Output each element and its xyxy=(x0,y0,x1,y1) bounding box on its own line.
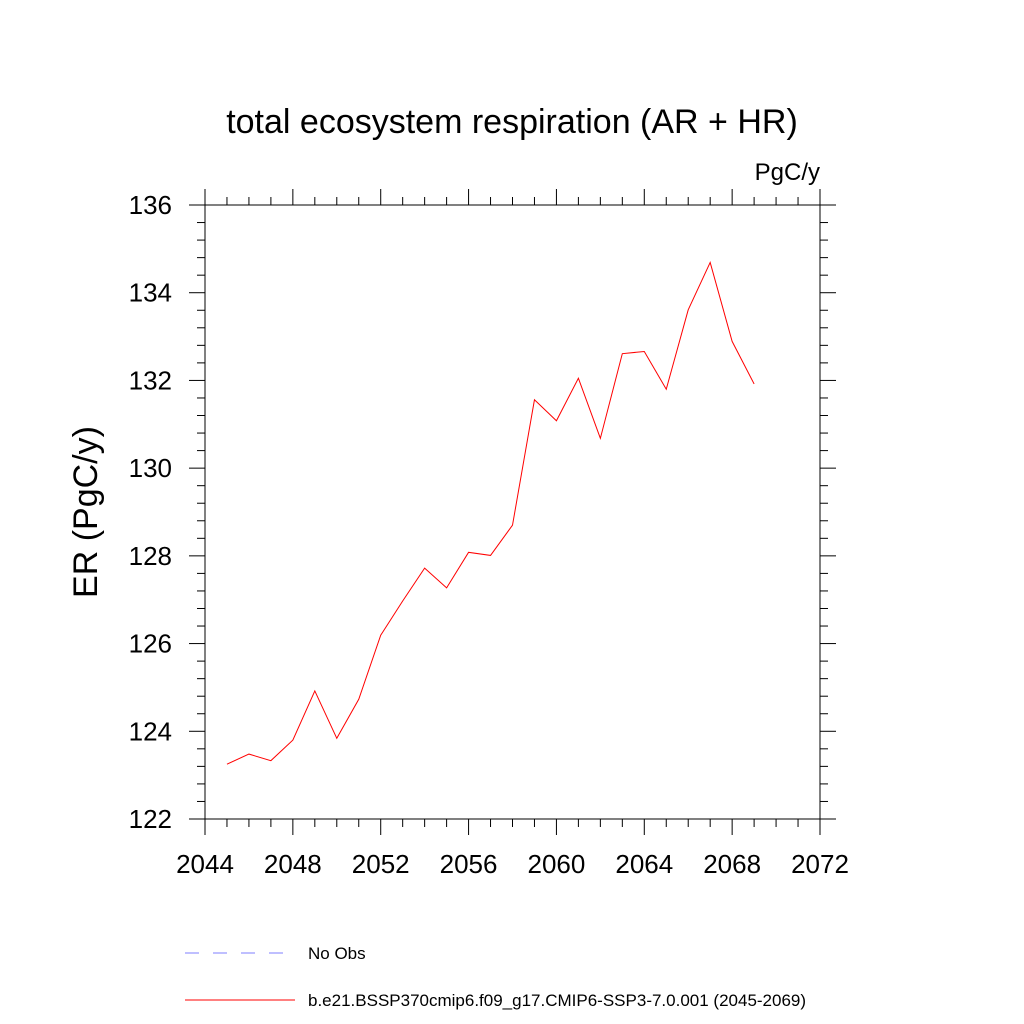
plot-frame xyxy=(204,204,821,820)
y-tick-label: 124 xyxy=(129,716,172,746)
legend-label-series: b.e21.BSSP370cmip6.f09_g17.CMIP6-SSP3-7.… xyxy=(308,991,806,1010)
x-tick-label: 2072 xyxy=(791,849,849,879)
y-tick-label: 136 xyxy=(129,190,172,220)
x-tick-label: 2056 xyxy=(440,849,498,879)
legend: No Obs b.e21.BSSP370cmip6.f09_g17.CMIP6-… xyxy=(185,944,806,1010)
y-tick-label: 132 xyxy=(129,365,172,395)
x-tick-label: 2044 xyxy=(176,849,234,879)
y-tick-label: 134 xyxy=(129,278,172,308)
x-axis-ticks xyxy=(204,189,821,835)
y-axis-ticks xyxy=(189,204,836,820)
y-tick-label: 128 xyxy=(129,541,172,571)
y-tick-label: 130 xyxy=(129,453,172,483)
y-axis-labels: 122 124 126 128 130 132 134 136 xyxy=(129,190,172,834)
x-tick-label: 2060 xyxy=(528,849,586,879)
y-axis-label: ER (PgC/y) xyxy=(67,426,105,598)
legend-label-no-obs: No Obs xyxy=(308,944,366,963)
series-line xyxy=(226,261,755,765)
x-axis-labels: 2044 2048 2052 2056 2060 2064 2068 2072 xyxy=(176,849,849,879)
x-tick-label: 2068 xyxy=(703,849,761,879)
x-tick-label: 2048 xyxy=(264,849,322,879)
units-label: PgC/y xyxy=(755,159,820,186)
x-tick-label: 2052 xyxy=(352,849,410,879)
y-tick-label: 122 xyxy=(129,804,172,834)
y-tick-label: 126 xyxy=(129,629,172,659)
x-tick-label: 2064 xyxy=(615,849,673,879)
chart-title: total ecosystem respiration (AR + HR) xyxy=(226,103,798,141)
